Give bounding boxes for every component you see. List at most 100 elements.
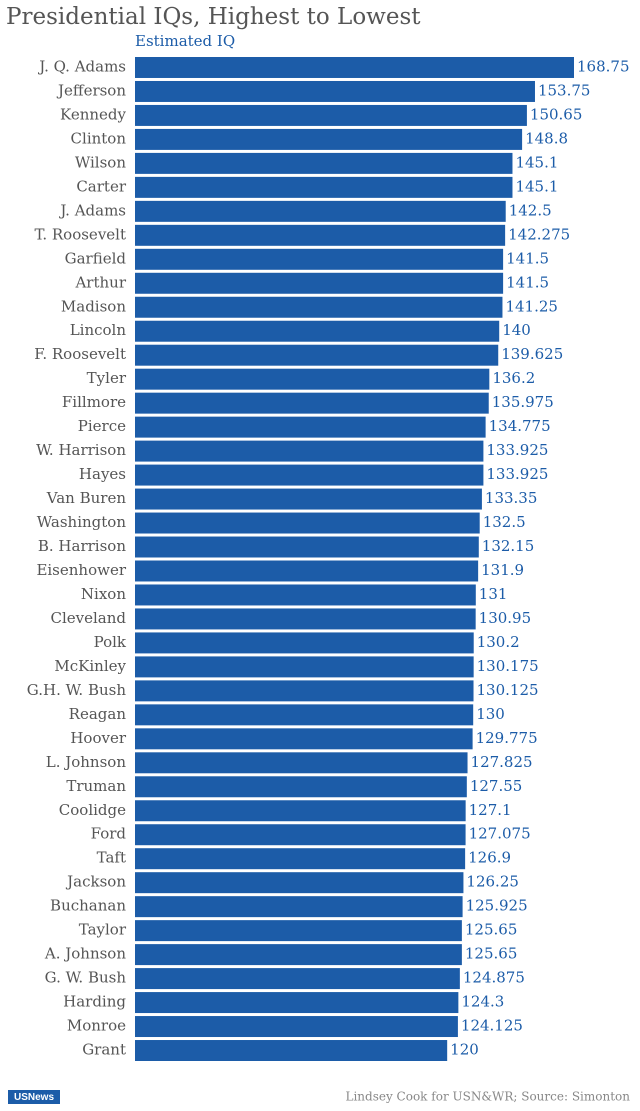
bar (135, 80, 535, 102)
bar (135, 392, 489, 414)
bar (135, 224, 506, 246)
value-label: 125.65 (465, 921, 518, 939)
value-label: 124.3 (461, 993, 504, 1011)
category-label: McKinley (54, 657, 126, 675)
value-label: 133.925 (486, 465, 548, 483)
bar (135, 608, 476, 630)
value-label: 142.275 (508, 225, 570, 243)
category-label: Truman (66, 777, 126, 795)
value-label: 130.175 (477, 657, 539, 675)
value-label: 133.35 (485, 489, 538, 507)
category-label: Washington (37, 513, 127, 531)
value-label: 168.75 (577, 57, 630, 75)
category-label: Jefferson (56, 81, 126, 99)
value-label: 124.125 (461, 1017, 523, 1035)
category-label: Hayes (79, 465, 126, 483)
bar (135, 728, 473, 750)
value-label: 139.625 (501, 345, 563, 363)
value-label: 148.8 (525, 129, 568, 147)
category-label: A. Johnson (44, 945, 126, 963)
value-label: 127.825 (471, 753, 533, 771)
category-label: Nixon (81, 585, 126, 603)
value-label: 141.5 (506, 249, 549, 267)
category-label: Pierce (78, 417, 126, 435)
category-label: G. W. Bush (45, 969, 127, 987)
bar (135, 968, 460, 990)
value-label: 140 (502, 321, 531, 339)
category-label: F. Roosevelt (34, 345, 126, 363)
bar (135, 752, 468, 774)
value-label: 132.5 (483, 513, 526, 531)
category-label: Buchanan (50, 897, 126, 915)
value-label: 130 (476, 705, 505, 723)
bar (135, 416, 486, 438)
bar (135, 272, 504, 294)
category-label: Madison (61, 297, 126, 315)
value-label: 136.2 (492, 369, 535, 387)
bar (135, 1016, 458, 1038)
bar (135, 368, 490, 390)
bar (135, 57, 574, 78)
value-label: 131.9 (481, 561, 524, 579)
value-label: 125.925 (466, 897, 528, 915)
value-label: 145.1 (515, 177, 558, 195)
value-label: 129.775 (476, 729, 538, 747)
category-label: Hoover (70, 729, 126, 747)
chart-title: Presidential IQs, Highest to Lowest (6, 4, 421, 30)
value-label: 126.25 (466, 873, 518, 891)
value-label: 153.75 (538, 81, 591, 99)
bar (135, 848, 466, 870)
bar (135, 656, 474, 678)
bar (135, 440, 484, 462)
category-label: Van Buren (46, 489, 127, 507)
category-label: Grant (82, 1041, 126, 1059)
category-label: L. Johnson (46, 753, 127, 771)
category-label: Arthur (74, 273, 126, 291)
category-label: Taft (97, 849, 126, 867)
category-label: Kennedy (60, 105, 126, 123)
bar (135, 320, 500, 342)
bar (135, 296, 503, 318)
bar (135, 896, 463, 918)
category-label: Wilson (75, 153, 126, 171)
value-label: 133.925 (486, 441, 548, 459)
bar (135, 512, 480, 534)
value-label: 150.65 (530, 105, 583, 123)
category-label: Polk (94, 633, 127, 651)
bar (135, 920, 462, 942)
category-label: Taylor (79, 921, 127, 939)
value-label: 135.975 (492, 393, 554, 411)
bar (135, 536, 479, 558)
value-label: 127.55 (470, 777, 523, 795)
category-label: J. Q. Adams (37, 57, 126, 75)
value-label: 130.2 (477, 633, 520, 651)
category-label: Eisenhower (36, 561, 126, 579)
value-label: 130.125 (477, 681, 539, 699)
value-label: 141.5 (506, 273, 549, 291)
category-label: B. Harrison (38, 537, 126, 555)
category-label: Clinton (71, 129, 127, 147)
bar (135, 584, 476, 606)
category-label: Fillmore (62, 393, 126, 411)
category-label: Harding (63, 993, 126, 1011)
bar (135, 248, 504, 270)
value-label: 145.1 (515, 153, 558, 171)
category-label: Lincoln (70, 321, 127, 339)
value-label: 120 (450, 1041, 479, 1059)
bar (135, 632, 474, 654)
category-label: G.H. W. Bush (27, 681, 127, 699)
bar (135, 992, 459, 1014)
category-label: W. Harrison (36, 441, 126, 459)
bar (135, 200, 506, 222)
category-label: Tyler (87, 369, 127, 387)
bar (135, 776, 467, 798)
value-label: 126.9 (468, 849, 511, 867)
bar (135, 680, 474, 702)
value-label: 130.95 (479, 609, 532, 627)
bar (135, 944, 462, 966)
value-label: 125.65 (465, 945, 518, 963)
category-label: Reagan (69, 705, 127, 723)
value-label: 127.1 (469, 801, 512, 819)
